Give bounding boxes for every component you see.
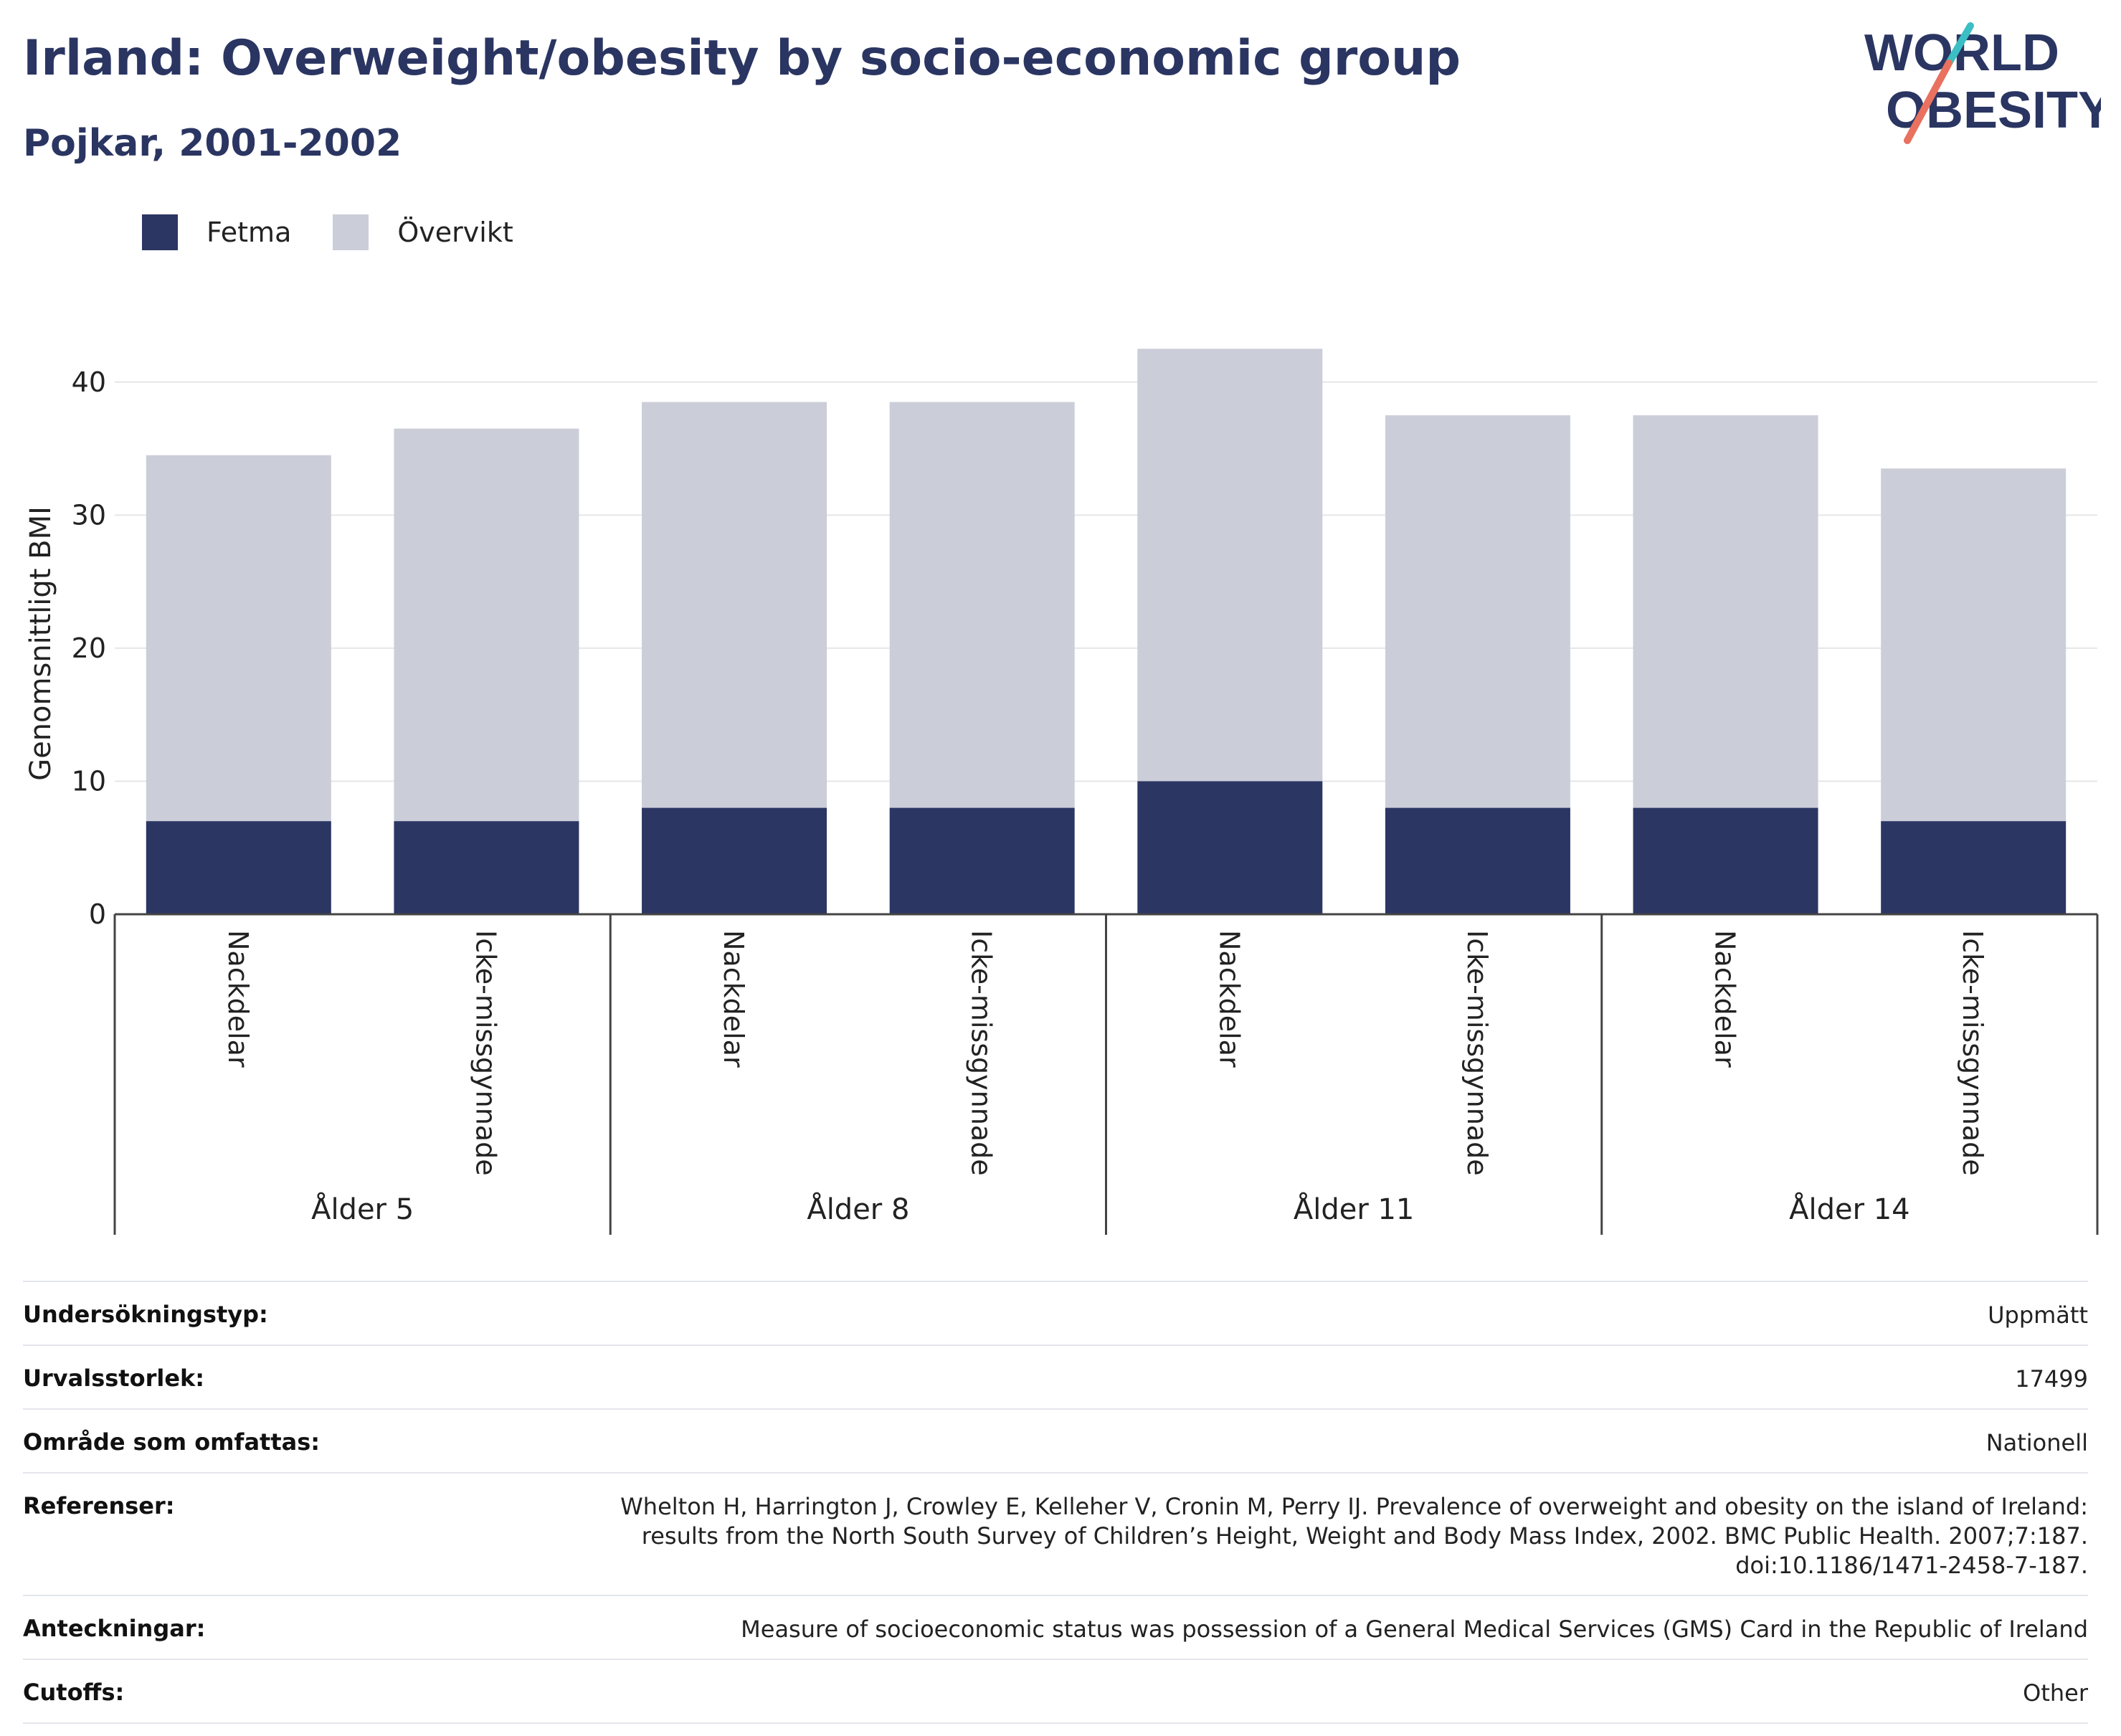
x-category-label: Icke-missgynnade — [1461, 930, 1493, 1176]
meta-value: 17499 — [2015, 1365, 2088, 1393]
bar-overvikt — [1137, 348, 1323, 782]
bar-overvikt — [1633, 415, 1818, 808]
x-category-label: Nackdelar — [1213, 930, 1245, 1068]
meta-row-area: Område som omfattas: Nationell — [23, 1408, 2088, 1472]
logo-slash-bottom — [1904, 60, 1952, 144]
meta-value: Whelton H, Harrington J, Crowley E, Kell… — [620, 1493, 2088, 1579]
x-group-label: Ålder 8 — [807, 1192, 909, 1226]
chart-legend: Fetma Övervikt — [142, 211, 555, 254]
x-category-label: Icke-missgynnade — [1957, 930, 1988, 1176]
meta-label: Anteckningar: — [23, 1615, 206, 1642]
y-tick-label: 10 — [72, 765, 106, 797]
bar-overvikt — [1385, 415, 1570, 808]
bar-fetma — [394, 821, 579, 914]
meta-label: Område som omfattas: — [23, 1428, 321, 1456]
legend-swatch-fetma — [142, 214, 178, 250]
meta-value: Measure of socioeconomic status was poss… — [741, 1616, 2088, 1643]
y-tick-label: 40 — [72, 366, 106, 398]
legend-label-fetma: Fetma — [207, 217, 292, 248]
meta-row-sample-size: Urvalsstorlek: 17499 — [23, 1344, 2088, 1408]
y-tick-label: 20 — [72, 632, 106, 664]
bar-overvikt — [642, 402, 827, 808]
bar-fetma — [642, 807, 827, 914]
meta-value: Uppmätt — [1988, 1301, 2088, 1329]
x-group-label: Ålder 11 — [1294, 1192, 1415, 1226]
legend-item-fetma[interactable]: Fetma — [142, 214, 291, 250]
bars — [146, 348, 2067, 914]
x-category-label: Nackdelar — [1709, 930, 1741, 1068]
y-axis-label: Genomsnittligt BMI — [24, 506, 57, 781]
legend-label-overvikt: Övervikt — [397, 217, 513, 248]
bar-overvikt — [1881, 468, 2067, 822]
metadata-table: Undersökningstyp: Uppmätt Urvalsstorlek:… — [23, 1281, 2088, 1724]
logo-slash-top — [1945, 22, 1974, 67]
axes: 0 10 20 30 40 Genomsnittligt BMI Nackdelar Icke… — [24, 366, 2099, 1235]
bar-fetma — [1881, 821, 2067, 914]
bar-overvikt — [146, 455, 331, 822]
bar-fetma — [1137, 781, 1323, 914]
x-category-label: Nackdelar — [222, 930, 254, 1068]
bar-fetma — [1385, 807, 1570, 914]
legend-swatch-overvikt — [333, 214, 369, 250]
x-group-label: Ålder 5 — [311, 1192, 414, 1226]
bar-fetma — [146, 821, 331, 914]
x-group-label: Ålder 14 — [1789, 1192, 1910, 1226]
chart-title: Irland: Overweight/obesity by socio-econ… — [23, 30, 1461, 87]
meta-row-survey-type: Undersökningstyp: Uppmätt — [23, 1281, 2088, 1344]
meta-row-references: Referenser: Whelton H, Harrington J, Cro… — [23, 1472, 2088, 1595]
chart-subtitle: Pojkar, 2001-2002 — [23, 122, 402, 165]
bar-overvikt — [394, 428, 579, 822]
legend-item-overvikt[interactable]: Övervikt — [333, 214, 513, 250]
bar-overvikt — [889, 402, 1075, 808]
meta-value: Other — [2023, 1679, 2088, 1707]
world-obesity-logo: WORLD OBESITY — [1864, 22, 2101, 144]
meta-label: Cutoffs: — [23, 1679, 125, 1706]
bar-fetma — [1633, 807, 1818, 914]
meta-label: Referenser: — [23, 1492, 175, 1519]
meta-row-cutoffs: Cutoffs: Other — [23, 1659, 2088, 1724]
bar-fetma — [889, 807, 1075, 914]
bar-chart: 0 10 20 30 40 Genomsnittligt BMI Nackdelar Icke… — [24, 348, 2099, 1235]
meta-value: Nationell — [1985, 1429, 2088, 1456]
x-category-label: Icke-missgynnade — [470, 930, 501, 1176]
meta-label: Undersökningstyp: — [23, 1301, 268, 1328]
y-tick-label: 0 — [89, 898, 106, 930]
x-category-label: Icke-missgynnade — [966, 930, 997, 1176]
meta-row-notes: Anteckningar: Measure of socioeconomic s… — [23, 1595, 2088, 1659]
x-category-label: Nackdelar — [718, 930, 749, 1068]
y-tick-label: 30 — [72, 499, 106, 531]
meta-label: Urvalsstorlek: — [23, 1365, 205, 1392]
